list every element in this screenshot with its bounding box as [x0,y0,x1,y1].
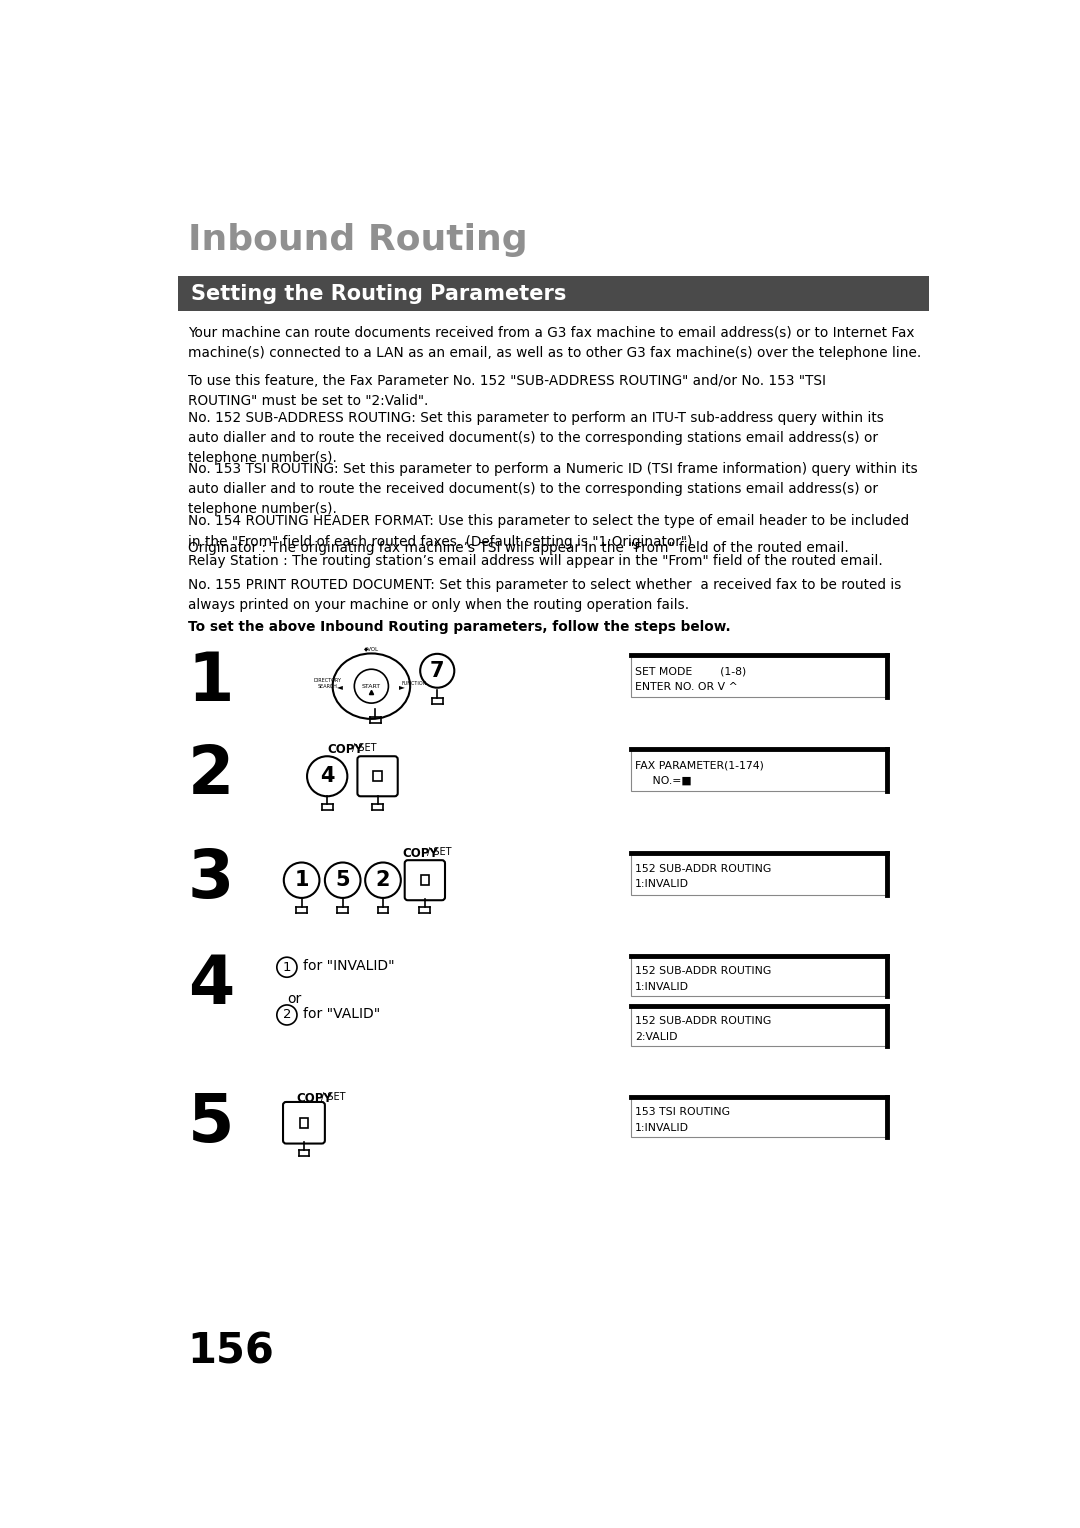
FancyBboxPatch shape [177,275,930,312]
Text: 1: 1 [188,649,234,715]
Text: COPY: COPY [403,847,438,860]
Text: 2: 2 [188,741,234,808]
Text: 1: 1 [295,871,309,891]
Text: ►: ► [400,683,405,692]
FancyBboxPatch shape [631,1097,887,1137]
Text: No. 153 TSI ROUTING: Set this parameter to perform a Numeric ID (TSI frame infor: No. 153 TSI ROUTING: Set this parameter … [188,461,917,516]
FancyBboxPatch shape [420,876,429,885]
Text: 152 SUB-ADDR ROUTING: 152 SUB-ADDR ROUTING [635,1016,771,1027]
Text: Originator : The originating fax machine’s TSI will appear in the "From" field o: Originator : The originating fax machine… [188,541,849,555]
Text: or: or [287,992,301,1005]
Text: ◄: ◄ [337,683,343,692]
Text: DIRECTORY
SEARCH: DIRECTORY SEARCH [313,678,341,689]
Text: / SET: / SET [352,743,377,753]
Text: 7: 7 [430,660,445,681]
Text: 5: 5 [188,1091,234,1157]
Text: COPY: COPY [296,1093,332,1105]
Text: for "VALID": for "VALID" [303,1007,380,1021]
Text: 2:VALID: 2:VALID [635,1031,677,1042]
Text: 4: 4 [320,766,335,787]
Text: No. 154 ROUTING HEADER FORMAT: Use this parameter to select the type of email he: No. 154 ROUTING HEADER FORMAT: Use this … [188,515,909,549]
Text: 5: 5 [336,871,350,891]
Text: for "INVALID": for "INVALID" [303,960,395,973]
FancyBboxPatch shape [631,1005,887,1045]
Text: Setting the Routing Parameters: Setting the Routing Parameters [191,284,566,304]
Text: No. 155 PRINT ROUTED DOCUMENT: Set this parameter to select whether  a received : No. 155 PRINT ROUTED DOCUMENT: Set this … [188,578,901,611]
FancyBboxPatch shape [283,1102,325,1143]
Text: ◆VOL: ◆VOL [364,646,379,652]
Text: START: START [362,683,381,689]
Text: / SET: / SET [428,847,451,857]
Text: FUNCTION: FUNCTION [402,681,427,686]
Text: / SET: / SET [321,1093,346,1102]
Text: 1: 1 [283,961,292,973]
Text: 1:INVALID: 1:INVALID [635,880,689,889]
Text: 4: 4 [188,952,234,1018]
Text: 2: 2 [283,1008,292,1021]
FancyBboxPatch shape [631,749,887,792]
Text: Relay Station : The routing station’s email address will appear in the "From" fi: Relay Station : The routing station’s em… [188,553,882,568]
FancyBboxPatch shape [374,772,382,781]
Text: ENTER NO. OR V ^: ENTER NO. OR V ^ [635,681,738,692]
FancyBboxPatch shape [405,860,445,900]
FancyBboxPatch shape [299,1118,308,1128]
Text: 152 SUB-ADDR ROUTING: 152 SUB-ADDR ROUTING [635,966,771,976]
FancyBboxPatch shape [631,656,887,697]
Text: COPY: COPY [327,743,363,756]
Text: 3: 3 [188,845,234,912]
Text: 156: 156 [188,1331,274,1372]
Text: SET MODE        (1-8): SET MODE (1-8) [635,666,746,677]
Text: 152 SUB-ADDR ROUTING: 152 SUB-ADDR ROUTING [635,863,771,874]
Text: NO.=■: NO.=■ [635,776,691,785]
Text: To use this feature, the Fax Parameter No. 152 "SUB-ADDRESS ROUTING" and/or No. : To use this feature, the Fax Parameter N… [188,374,826,408]
Text: 153 TSI ROUTING: 153 TSI ROUTING [635,1108,730,1117]
FancyBboxPatch shape [631,853,887,895]
Text: FAX PARAMETER(1-174): FAX PARAMETER(1-174) [635,759,764,770]
Text: No. 152 SUB-ADDRESS ROUTING: Set this parameter to perform an ITU-T sub-address : No. 152 SUB-ADDRESS ROUTING: Set this pa… [188,411,883,465]
FancyBboxPatch shape [631,955,887,996]
Text: 2: 2 [376,871,390,891]
Text: To set the above Inbound Routing parameters, follow the steps below.: To set the above Inbound Routing paramet… [188,620,730,634]
Text: 1:INVALID: 1:INVALID [635,983,689,992]
Text: 1:INVALID: 1:INVALID [635,1123,689,1132]
Text: Your machine can route documents received from a G3 fax machine to email address: Your machine can route documents receive… [188,325,921,361]
Text: Inbound Routing: Inbound Routing [188,223,527,257]
FancyBboxPatch shape [357,756,397,796]
